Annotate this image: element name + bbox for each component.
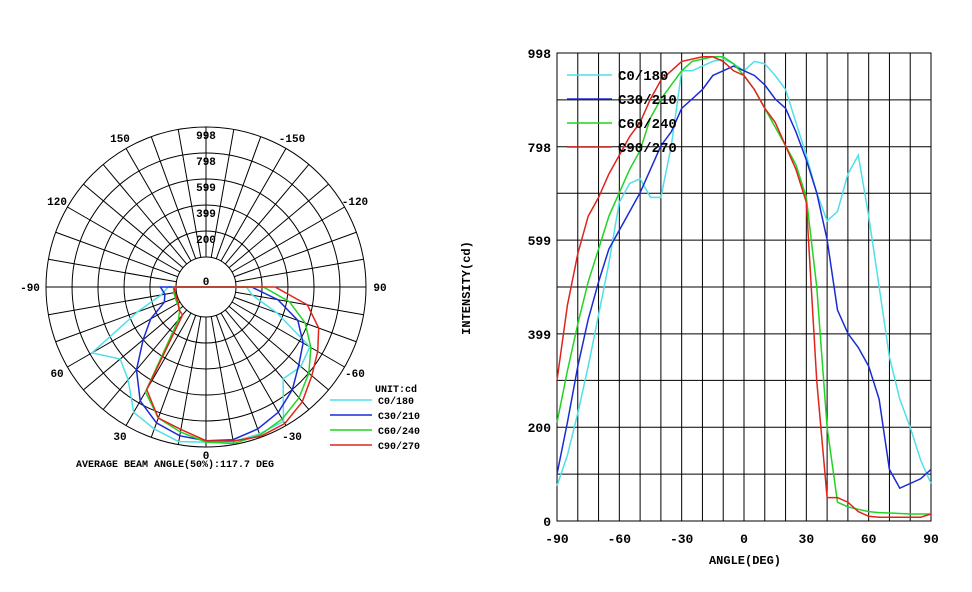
polar-spoke: [234, 231, 357, 278]
cartesian-series-line: [556, 65, 932, 490]
polar-spoke: [67, 206, 181, 273]
polar-angle-label: -120: [342, 197, 368, 209]
y-tick-label: 0: [543, 515, 551, 530]
polar-spoke: [177, 316, 202, 445]
cartesian-legend: C0/180 C30/210 C60/240 C90/270: [567, 69, 677, 157]
polar-spoke: [55, 296, 178, 343]
polar-series-line: [145, 286, 320, 442]
polar-chart: 0 200 399 599 798 998 -150 150 -120 120 -90 90 -60 60…: [20, 126, 420, 471]
cartesian-grid: [556, 52, 932, 522]
polar-radial-tick: 599: [196, 183, 216, 195]
polar-labels: 0 200 399 599 798 998 -150 150 -120 120 -90 90 -60 60…: [20, 131, 387, 463]
x-tick-label: 60: [861, 532, 877, 547]
polar-legend-label: C60/240: [378, 426, 420, 438]
polar-series-line: [144, 286, 312, 445]
polar-spoke: [220, 312, 287, 426]
x-tick-label: -90: [545, 532, 569, 547]
polar-spoke: [228, 183, 329, 269]
polar-spoke: [177, 129, 202, 258]
polar-angle-label: 0: [203, 451, 210, 463]
polar-legend-label: C90/270: [378, 441, 420, 453]
cartesian-series: [556, 56, 932, 518]
polar-series: [90, 286, 320, 445]
polar-radial-tick: 0: [203, 277, 210, 289]
polar-spoke: [150, 136, 197, 259]
polar-spoke: [102, 164, 188, 265]
polar-spoke: [125, 312, 192, 426]
polar-spoke: [55, 231, 178, 278]
polar-spoke: [48, 258, 177, 283]
polar-spoke: [215, 315, 262, 438]
x-tick-label: 30: [799, 532, 815, 547]
x-tick-label: 90: [923, 532, 939, 547]
polar-spoke: [210, 129, 235, 258]
polar-angle-label: -90: [20, 283, 40, 295]
polar-angle-label: -150: [279, 134, 305, 146]
polar-radial-tick: 798: [196, 157, 216, 169]
polar-spoke: [83, 183, 184, 269]
polar-spoke: [234, 296, 357, 343]
cartesian-ticks: -90 -60 -30 0 30 60 90 0 200 399 599 798 998: [528, 47, 939, 547]
x-axis-label: ANGLE(DEG): [709, 554, 781, 568]
polar-spoke: [235, 258, 364, 283]
polar-series-line: [90, 286, 311, 443]
y-tick-label: 798: [528, 141, 552, 156]
cartesian-legend-label: C90/270: [618, 141, 677, 157]
polar-spoke: [224, 164, 310, 265]
polar-spoke: [83, 305, 184, 391]
y-tick-label: 599: [528, 234, 552, 249]
polar-spoke: [210, 316, 235, 445]
polar-spoke: [224, 309, 310, 410]
x-tick-label: 0: [740, 532, 748, 547]
y-axis-label: INTENSITY(cd): [460, 241, 474, 335]
polar-radial-tick: 399: [196, 209, 216, 221]
x-tick-label: -60: [608, 532, 632, 547]
polar-angle-label: 150: [110, 134, 130, 146]
polar-spoke: [125, 148, 192, 262]
polar-spoke: [220, 148, 287, 262]
polar-spoke: [231, 301, 345, 368]
cartesian-legend-label: C60/240: [618, 117, 677, 133]
polar-legend-label: C30/210: [378, 411, 420, 423]
cartesian-frame: [556, 52, 932, 522]
y-tick-label: 200: [528, 421, 552, 436]
y-tick-label: 998: [528, 47, 552, 62]
polar-angle-label: 90: [373, 283, 386, 295]
polar-spoke: [235, 291, 364, 316]
polar-angle-label: -60: [345, 369, 365, 381]
polar-angle-label: -30: [282, 432, 302, 444]
cartesian-legend-label: C30/210: [618, 93, 677, 109]
polar-spoke: [231, 206, 345, 273]
x-tick-label: -30: [670, 532, 694, 547]
polar-radial-tick: 998: [196, 131, 216, 143]
polar-caption: AVERAGE BEAM ANGLE(50%):117.7 DEG: [76, 459, 274, 471]
polar-spoke: [48, 291, 177, 316]
polar-legend-label: C0/180: [378, 396, 414, 408]
cartesian-legend-label: C0/180: [618, 69, 668, 85]
polar-unit-label: UNIT:cd: [375, 384, 417, 396]
y-tick-label: 399: [528, 328, 552, 343]
polar-angle-label: 120: [47, 197, 67, 209]
polar-spoke: [102, 309, 188, 410]
polar-radial-tick: 200: [196, 235, 216, 247]
polar-angle-label: 60: [50, 369, 63, 381]
cartesian-series-line: [556, 56, 932, 518]
polar-spoke: [67, 301, 181, 368]
polar-angle-label: 30: [113, 432, 126, 444]
polar-spoke: [215, 136, 262, 259]
polar-legend: C0/180 C30/210 C60/240 C90/270: [330, 396, 420, 453]
